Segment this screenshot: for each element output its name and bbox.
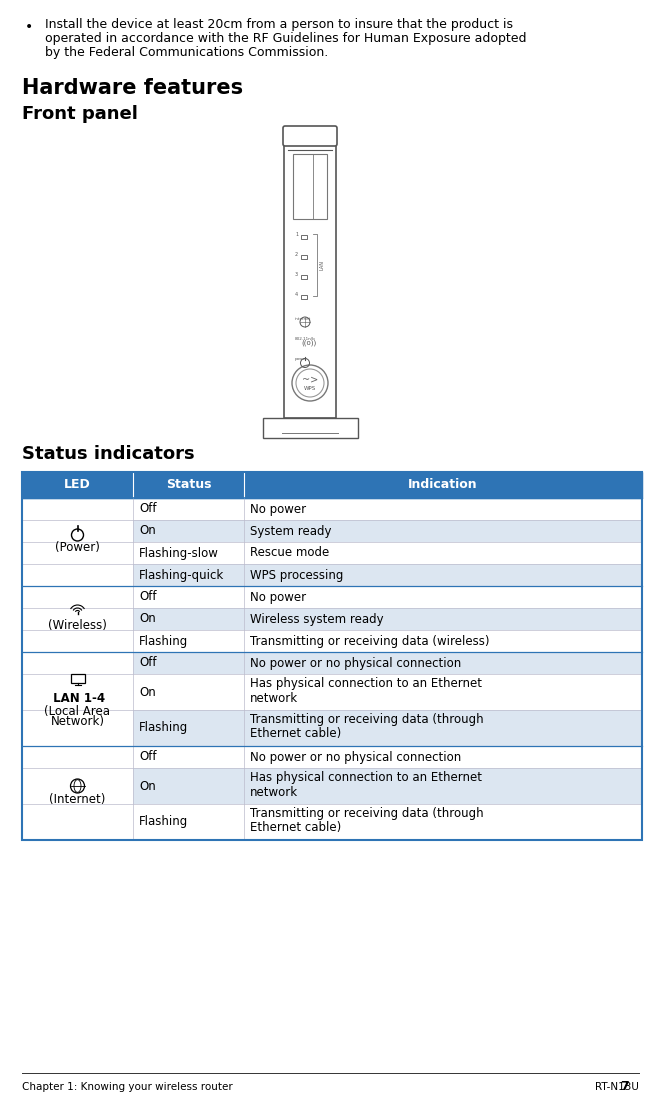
- Text: LAN: LAN: [319, 260, 324, 270]
- Bar: [22, 564, 133, 586]
- Text: RT-N13U: RT-N13U: [595, 1082, 639, 1092]
- Bar: [22, 608, 133, 630]
- Text: (Internet): (Internet): [50, 792, 106, 806]
- Bar: [133, 586, 642, 608]
- Text: (Wireless): (Wireless): [48, 619, 107, 632]
- Bar: [133, 543, 642, 564]
- Text: Off: Off: [139, 657, 157, 670]
- Text: No power or no physical connection: No power or no physical connection: [250, 751, 461, 764]
- Text: On: On: [139, 613, 156, 626]
- Bar: [301, 295, 307, 299]
- Bar: [133, 804, 642, 840]
- Text: Flashing-quick: Flashing-quick: [139, 569, 224, 582]
- Bar: [22, 498, 133, 520]
- Text: 4: 4: [295, 293, 298, 297]
- Bar: [22, 710, 133, 746]
- Text: WPS processing: WPS processing: [250, 569, 343, 582]
- Text: LED: LED: [64, 479, 91, 491]
- Text: LAN 1-4: LAN 1-4: [50, 693, 106, 706]
- Bar: [133, 674, 642, 710]
- Text: Front panel: Front panel: [22, 105, 138, 123]
- Bar: [262, 418, 358, 438]
- Bar: [133, 746, 642, 768]
- Text: Rescue mode: Rescue mode: [250, 547, 329, 559]
- Text: Off: Off: [139, 751, 157, 764]
- Text: Flashing: Flashing: [139, 635, 188, 648]
- Text: Has physical connection to an Ethernet: Has physical connection to an Ethernet: [250, 772, 482, 785]
- Bar: [71, 674, 85, 683]
- Bar: [22, 630, 133, 652]
- Text: 802.11n/b: 802.11n/b: [295, 336, 316, 341]
- Text: WPS: WPS: [304, 386, 316, 390]
- Text: No power: No power: [250, 502, 306, 515]
- Text: Indication: Indication: [408, 479, 478, 491]
- Bar: [301, 255, 307, 259]
- Text: Ethernet cable): Ethernet cable): [250, 822, 341, 834]
- Text: On: On: [139, 779, 156, 792]
- Text: Wireless system ready: Wireless system ready: [250, 613, 383, 626]
- Text: 1: 1: [295, 232, 298, 238]
- Bar: [284, 128, 336, 418]
- Bar: [22, 652, 133, 674]
- Text: 3: 3: [295, 273, 298, 277]
- Text: operated in accordance with the RF Guidelines for Human Exposure adopted: operated in accordance with the RF Guide…: [45, 32, 527, 45]
- Bar: [22, 804, 133, 840]
- Text: Flashing: Flashing: [139, 815, 188, 829]
- Text: by the Federal Communications Commission.: by the Federal Communications Commission…: [45, 46, 329, 59]
- Text: network: network: [250, 692, 298, 705]
- Text: Transmitting or receiving data (through: Transmitting or receiving data (through: [250, 713, 484, 727]
- Bar: [22, 768, 133, 804]
- Text: Transmitting or receiving data (wireless): Transmitting or receiving data (wireless…: [250, 635, 490, 648]
- Bar: [22, 520, 133, 543]
- Bar: [133, 630, 642, 652]
- Bar: [133, 768, 642, 804]
- Text: Network): Network): [50, 716, 104, 729]
- Text: 7: 7: [620, 1081, 629, 1094]
- Text: Flashing: Flashing: [139, 721, 188, 734]
- Text: Flashing-slow: Flashing-slow: [139, 547, 219, 559]
- Text: network: network: [250, 786, 298, 799]
- Text: On: On: [139, 685, 156, 698]
- Text: Chapter 1: Knowing your wireless router: Chapter 1: Knowing your wireless router: [22, 1082, 233, 1092]
- Bar: [22, 543, 133, 564]
- Text: No power or no physical connection: No power or no physical connection: [250, 657, 461, 670]
- Bar: [22, 746, 133, 768]
- Text: Off: Off: [139, 502, 157, 515]
- Text: Transmitting or receiving data (through: Transmitting or receiving data (through: [250, 808, 484, 821]
- Text: Off: Off: [139, 591, 157, 604]
- Text: Status: Status: [166, 479, 212, 491]
- Text: power: power: [295, 357, 308, 361]
- Text: Status indicators: Status indicators: [22, 445, 194, 463]
- Bar: [22, 586, 133, 608]
- Text: internet: internet: [295, 317, 311, 321]
- Bar: [293, 155, 327, 219]
- Text: Install the device at least 20cm from a person to insure that the product is: Install the device at least 20cm from a …: [45, 18, 513, 31]
- FancyBboxPatch shape: [283, 126, 337, 146]
- Bar: [133, 652, 642, 674]
- Bar: [133, 520, 642, 543]
- Text: 2: 2: [295, 252, 298, 258]
- Text: Hardware features: Hardware features: [22, 78, 243, 98]
- Bar: [22, 472, 642, 498]
- Bar: [133, 710, 642, 746]
- Bar: [133, 608, 642, 630]
- Text: ((o)): ((o)): [301, 340, 316, 346]
- Bar: [133, 498, 642, 520]
- Bar: [22, 674, 133, 710]
- Text: No power: No power: [250, 591, 306, 604]
- Bar: [301, 275, 307, 279]
- Text: •: •: [25, 20, 33, 34]
- Bar: [301, 235, 307, 239]
- Text: (Power): (Power): [55, 541, 100, 555]
- Bar: [133, 564, 642, 586]
- Text: Ethernet cable): Ethernet cable): [250, 728, 341, 741]
- Text: On: On: [139, 525, 156, 537]
- Text: (Local Area: (Local Area: [44, 705, 110, 718]
- Text: ~>: ~>: [302, 375, 318, 385]
- Text: System ready: System ready: [250, 525, 332, 537]
- Bar: [22, 472, 642, 840]
- Text: Has physical connection to an Ethernet: Has physical connection to an Ethernet: [250, 677, 482, 690]
